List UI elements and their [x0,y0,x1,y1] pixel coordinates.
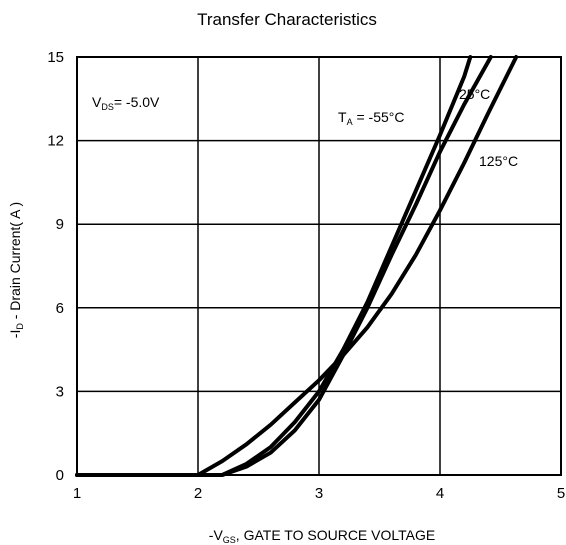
x-tick-label-1: 1 [73,485,81,502]
label-125c: 125°C [479,153,518,169]
x-tick-label-5: 5 [557,485,565,502]
label-25c: 25°C [459,86,490,102]
series-line-1 [75,55,473,477]
y-tick-label-9: 9 [56,216,64,233]
vds-annotation: VDS= -5.0V [92,94,160,112]
x-tick-label-3: 3 [315,485,323,502]
plot-frame [76,56,562,476]
y-tick-label-15: 15 [47,49,64,66]
y-tick-label-6: 6 [56,300,64,317]
ta-annotation: TA = -55°C [338,109,404,127]
y-tick-label-12: 12 [47,133,64,150]
x-tick-label-4: 4 [436,485,444,502]
x-axis-label: -VGS, GATE TO SOURCE VOLTAGE [209,527,435,545]
grid-lines [76,56,562,476]
y-tick-label-3: 3 [56,383,64,400]
x-tick-label-2: 2 [194,485,202,502]
series-layer [75,55,519,477]
y-tick-label-0: 0 [56,467,64,484]
y-axis-label: -ID - Drain Current( A ) [7,202,25,338]
chart-title: Transfer Characteristics [197,10,377,29]
series-line-3 [75,55,519,477]
